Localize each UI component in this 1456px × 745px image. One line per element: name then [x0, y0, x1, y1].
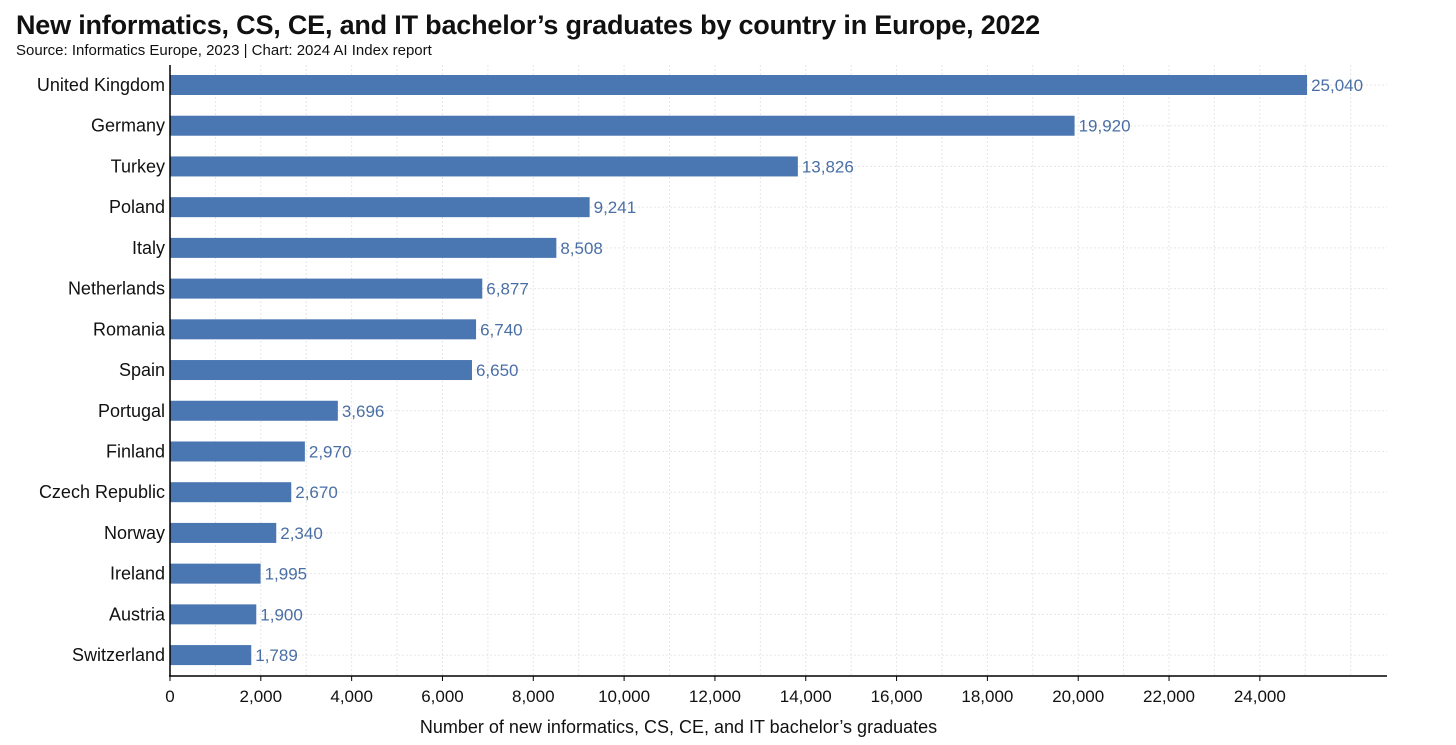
labels: United Kingdom 25,040 Germany 19,920 Turkey 1… [37, 75, 1363, 706]
category-label: Czech Republic [39, 482, 165, 502]
chart-subtitle: Source: Informatics Europe, 2023 | Chart… [16, 42, 432, 59]
bar [170, 522, 277, 543]
bar [170, 645, 252, 666]
value-label: 6,877 [486, 280, 529, 299]
category-label: Turkey [111, 156, 165, 176]
bar [170, 115, 1075, 136]
value-label: 13,826 [802, 157, 854, 176]
x-tick-label: 22,000 [1143, 687, 1195, 706]
x-tick-label: 4,000 [330, 687, 373, 706]
value-label: 1,995 [265, 565, 308, 584]
bar [170, 441, 305, 462]
value-label: 3,696 [342, 402, 385, 421]
category-label: Switzerland [72, 645, 165, 665]
value-label: 6,650 [476, 361, 519, 380]
chart-title: New informatics, CS, CE, and IT bachelor… [16, 10, 1040, 40]
value-label: 2,670 [295, 483, 338, 502]
bar [170, 604, 257, 625]
value-label: 6,740 [480, 320, 523, 339]
x-tick-label: 10,000 [598, 687, 650, 706]
bar [170, 400, 338, 421]
value-label: 1,900 [260, 605, 303, 624]
value-label: 19,920 [1079, 117, 1131, 136]
x-tick-label: 14,000 [780, 687, 832, 706]
bar [170, 360, 472, 381]
x-tick-label: 24,000 [1234, 687, 1286, 706]
category-label: Spain [119, 360, 165, 380]
x-tick-label: 6,000 [421, 687, 464, 706]
x-tick-label: 16,000 [871, 687, 923, 706]
category-label: Italy [132, 238, 165, 258]
bar [170, 237, 557, 258]
bar [170, 278, 483, 299]
bar [170, 482, 292, 503]
bar [170, 319, 477, 340]
x-tick-label: 2,000 [240, 687, 283, 706]
x-tick-label: 0 [165, 687, 174, 706]
bar [170, 563, 261, 584]
x-axis-label: Number of new informatics, CS, CE, and I… [420, 717, 937, 737]
axes [169, 65, 1387, 681]
category-label: Netherlands [68, 279, 165, 299]
bar [170, 197, 590, 218]
category-label: United Kingdom [37, 75, 165, 95]
value-label: 2,970 [309, 442, 352, 461]
category-label: Romania [93, 319, 166, 339]
x-tick-label: 18,000 [961, 687, 1013, 706]
category-label: Norway [104, 523, 165, 543]
value-label: 1,789 [255, 646, 298, 665]
x-tick-label: 20,000 [1052, 687, 1104, 706]
category-label: Portugal [98, 401, 165, 421]
x-tick-label: 8,000 [512, 687, 555, 706]
category-label: Ireland [110, 564, 165, 584]
category-label: Austria [109, 604, 166, 624]
value-label: 8,508 [560, 239, 603, 258]
bar [170, 75, 1308, 95]
category-label: Germany [91, 116, 165, 136]
value-label: 9,241 [594, 198, 637, 217]
bars [170, 75, 1308, 666]
category-label: Finland [106, 441, 165, 461]
value-label: 25,040 [1311, 76, 1363, 95]
x-tick-label: 12,000 [689, 687, 741, 706]
bar [170, 156, 798, 177]
category-label: Poland [109, 197, 165, 217]
value-label: 2,340 [280, 524, 323, 543]
